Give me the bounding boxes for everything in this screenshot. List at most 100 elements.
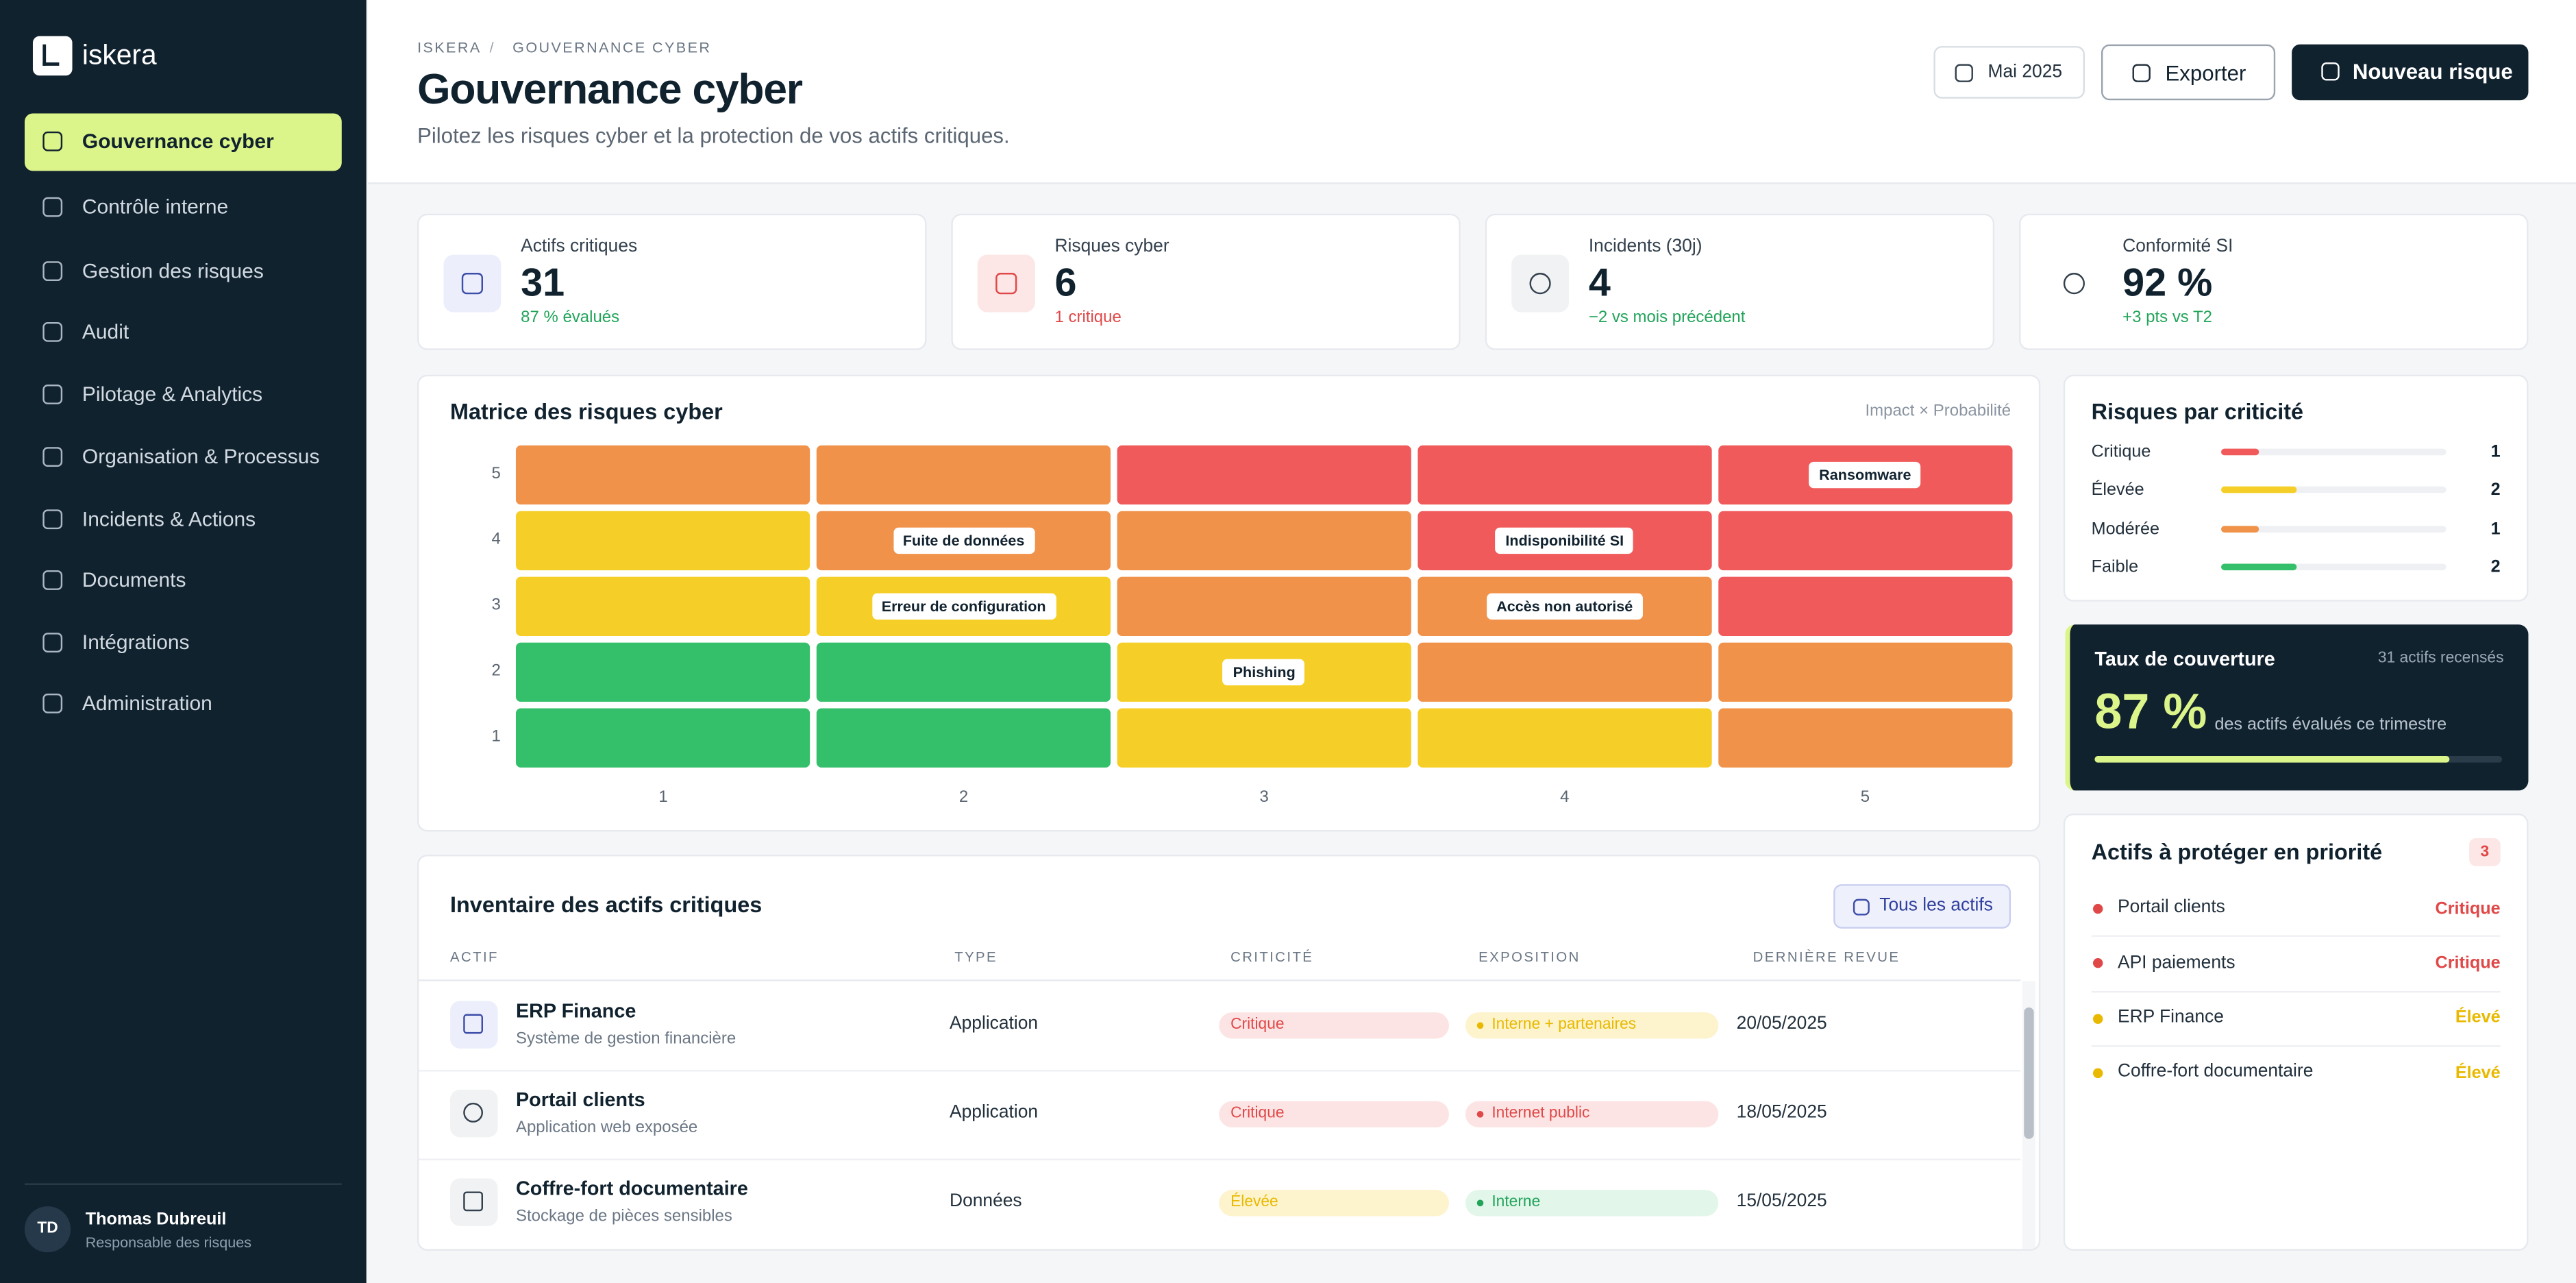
nav-item[interactable]: Documents bbox=[25, 552, 342, 610]
kpi-note: −2 vs mois précédent bbox=[1588, 308, 1746, 328]
column-header: EXPOSITION bbox=[1478, 948, 1581, 965]
priority-asset[interactable]: Portail clients bbox=[2117, 898, 2225, 918]
matrix-cell bbox=[515, 511, 811, 571]
asset-type: Données bbox=[950, 1192, 1022, 1212]
risk-slot: Accès non autorisé bbox=[1417, 577, 1712, 636]
risk-tag[interactable]: Accès non autorisé bbox=[1486, 593, 1643, 620]
kpi-label: Conformité SI bbox=[2122, 237, 2233, 258]
asset-description: Stockage de pièces sensibles bbox=[515, 1208, 732, 1226]
nav-item[interactable]: Contrôle interne bbox=[25, 179, 342, 236]
risk-tag[interactable]: Fuite de données bbox=[893, 527, 1035, 554]
coverage-value: 87 % bbox=[2094, 685, 2207, 740]
kpi-glyph bbox=[1529, 273, 1551, 295]
criticality-name: Faible bbox=[2091, 557, 2139, 577]
kpi-note: 87 % évalués bbox=[521, 308, 620, 328]
nav-item[interactable]: Intégrations bbox=[25, 615, 342, 672]
criticality-value: 1 bbox=[2490, 441, 2501, 462]
kpi-value: 6 bbox=[1054, 260, 1077, 306]
risk-slot: Erreur de configuration bbox=[817, 577, 1111, 636]
y-axis-label: 4 bbox=[491, 530, 501, 549]
coverage-note: 31 actifs recensés bbox=[2377, 649, 2504, 668]
risk-slot: Fuite de données bbox=[817, 511, 1111, 570]
priority-asset[interactable]: API paiements bbox=[2117, 953, 2236, 973]
status-dot bbox=[2092, 1013, 2103, 1023]
nav-item[interactable]: Organisation & Processus bbox=[25, 429, 342, 487]
nav-item[interactable]: Incidents & Actions bbox=[25, 491, 342, 549]
x-axis-label: 2 bbox=[958, 789, 969, 807]
icon bbox=[42, 447, 63, 467]
criticality-card: Risques par criticité Critique 1 Élevée 2 Mod… bbox=[2063, 374, 2529, 602]
new-risk-button[interactable]: Nouveau risque bbox=[2292, 44, 2529, 101]
icon bbox=[42, 633, 63, 652]
icon bbox=[2321, 62, 2340, 81]
review-date: 20/05/2025 bbox=[1736, 1014, 1827, 1035]
nav-item[interactable]: Pilotage & Analytics bbox=[25, 367, 342, 424]
icon bbox=[2132, 64, 2151, 82]
priority-title: Actifs à protéger en priorité bbox=[2091, 840, 2383, 865]
risk-tag[interactable]: Indisponibilité SI bbox=[1496, 527, 1634, 554]
kpi-card: Risques cyber 6 1 critique bbox=[951, 213, 1461, 350]
brand: iskera bbox=[82, 39, 157, 71]
matrix-cell bbox=[816, 708, 1111, 768]
icon bbox=[42, 570, 63, 590]
kpi-glyph bbox=[995, 273, 1017, 295]
kpi-card: Incidents (30j) 4 −2 vs mois précédent bbox=[1485, 213, 1995, 350]
sidebar: iskera Gouvernance cyber Contrôle interne G… bbox=[0, 0, 367, 1283]
row-separator bbox=[419, 1158, 2021, 1160]
matrix-cell bbox=[1117, 511, 1412, 571]
kpi-icon bbox=[2045, 254, 2103, 313]
bar-track bbox=[2221, 487, 2447, 494]
risk-slot: Phishing bbox=[1117, 643, 1411, 702]
priority-asset[interactable]: Coffre-fort documentaire bbox=[2117, 1062, 2314, 1082]
coverage-card: Taux de couverture 31 actifs recensés 87 %… bbox=[2065, 624, 2529, 791]
asset-name[interactable]: Portail clients bbox=[515, 1087, 645, 1111]
priority-level: Élevé bbox=[2455, 1062, 2501, 1083]
matrix-cell bbox=[816, 445, 1111, 505]
y-axis-label: 3 bbox=[491, 596, 501, 615]
kpi-label: Actifs critiques bbox=[521, 237, 638, 258]
asset-name[interactable]: ERP Finance bbox=[515, 999, 636, 1023]
user-role: Responsable des risques bbox=[85, 1233, 252, 1250]
user-name: Thomas Dubreuil bbox=[85, 1209, 227, 1229]
header-rule bbox=[419, 979, 2021, 981]
all-assets-button[interactable]: Tous les actifs bbox=[1833, 884, 2011, 929]
risk-tag[interactable]: Ransomware bbox=[1809, 461, 1921, 489]
matrix-cell bbox=[515, 576, 811, 637]
priority-asset[interactable]: ERP Finance bbox=[2117, 1007, 2224, 1027]
column-header: CRITICITÉ bbox=[1230, 948, 1314, 965]
inventory-title: Inventaire des actifs critiques bbox=[450, 892, 763, 917]
bar bbox=[2221, 487, 2296, 494]
y-axis-label: 1 bbox=[491, 728, 501, 746]
nav-item[interactable]: Gestion des risques bbox=[25, 243, 342, 301]
criticality-label: Élevée bbox=[1230, 1193, 1278, 1212]
nav-item[interactable]: Gouvernance cyber bbox=[24, 113, 342, 171]
export-button[interactable]: Exporter bbox=[2101, 44, 2276, 101]
kpi-note: +3 pts vs T2 bbox=[2122, 308, 2213, 328]
criticality-value: 2 bbox=[2490, 480, 2501, 500]
nav-item[interactable]: Administration bbox=[25, 676, 342, 733]
matrix-cell bbox=[1117, 576, 1412, 637]
nav-label: Administration bbox=[82, 692, 212, 716]
breadcrumb: GOUVERNANCE CYBER bbox=[512, 38, 712, 56]
inventory-card: Inventaire des actifs critiques Tous les … bbox=[417, 854, 2041, 1251]
header: ISKERA / GOUVERNANCE CYBER Gouvernance cybe… bbox=[368, 0, 2576, 184]
risk-slot: Ransomware bbox=[1718, 445, 2012, 504]
risk-tag[interactable]: Erreur de configuration bbox=[871, 593, 1056, 620]
export-label: Exporter bbox=[2165, 60, 2246, 85]
asset-glyph bbox=[463, 1103, 483, 1123]
priority-level: Critique bbox=[2435, 953, 2501, 973]
criticality-name: Élevée bbox=[2091, 480, 2144, 500]
period-button[interactable]: Mai 2025 bbox=[1933, 46, 2085, 99]
period-label: Mai 2025 bbox=[1987, 62, 2063, 82]
nav-item[interactable]: Audit bbox=[25, 304, 342, 362]
risk-tag[interactable]: Phishing bbox=[1223, 659, 1306, 685]
exposure-pill: Interne bbox=[1465, 1190, 1719, 1217]
matrix-cell bbox=[515, 642, 811, 702]
asset-name[interactable]: Coffre-fort documentaire bbox=[515, 1176, 748, 1200]
criticality-value: 2 bbox=[2490, 557, 2501, 577]
row-separator bbox=[419, 1070, 2021, 1072]
exposure-label: Interne + partenaires bbox=[1491, 1016, 1637, 1035]
nav-label: Incidents & Actions bbox=[82, 507, 256, 531]
